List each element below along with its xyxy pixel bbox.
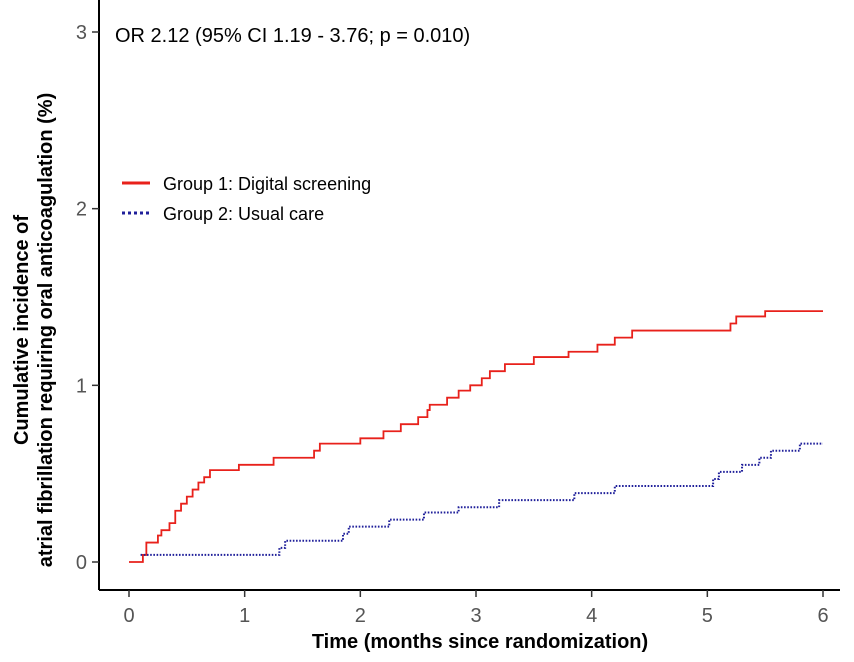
y-ticks: 0 1 2 3	[76, 22, 99, 574]
y-tick-label: 3	[76, 22, 87, 44]
series-line-group2	[140, 442, 823, 556]
y-axis-title-line2: atrial fibrillation requiring oral antic…	[35, 93, 57, 567]
x-axis-title: Time (months since randomization)	[312, 631, 648, 653]
x-tick-label: 0	[123, 605, 134, 627]
x-ticks: 0 1 2 3 4 5 6	[123, 590, 829, 627]
x-tick-label: 2	[355, 605, 366, 627]
or-annotation: OR 2.12 (95% CI 1.19 - 3.76; p = 0.010)	[115, 25, 470, 47]
x-tick-label: 3	[470, 605, 481, 627]
x-tick-label: 1	[239, 605, 250, 627]
legend-label-group1: Group 1: Digital screening	[163, 174, 371, 194]
series-line-group1	[129, 310, 823, 563]
y-tick-label: 1	[76, 375, 87, 397]
x-tick-label: 6	[817, 605, 828, 627]
legend: Group 1: Digital screening Group 2: Usua…	[122, 174, 371, 224]
x-tick-label: 5	[702, 605, 713, 627]
y-tick-label: 0	[76, 552, 87, 574]
y-tick-label: 2	[76, 199, 87, 221]
axes: 0 1 2 3 4 5 6 0 1 2 3	[76, 0, 840, 627]
series-group	[129, 310, 823, 563]
legend-label-group2: Group 2: Usual care	[163, 204, 324, 224]
x-tick-label: 4	[586, 605, 597, 627]
y-axis-title-line1: Cumulative incidence of	[11, 215, 33, 445]
